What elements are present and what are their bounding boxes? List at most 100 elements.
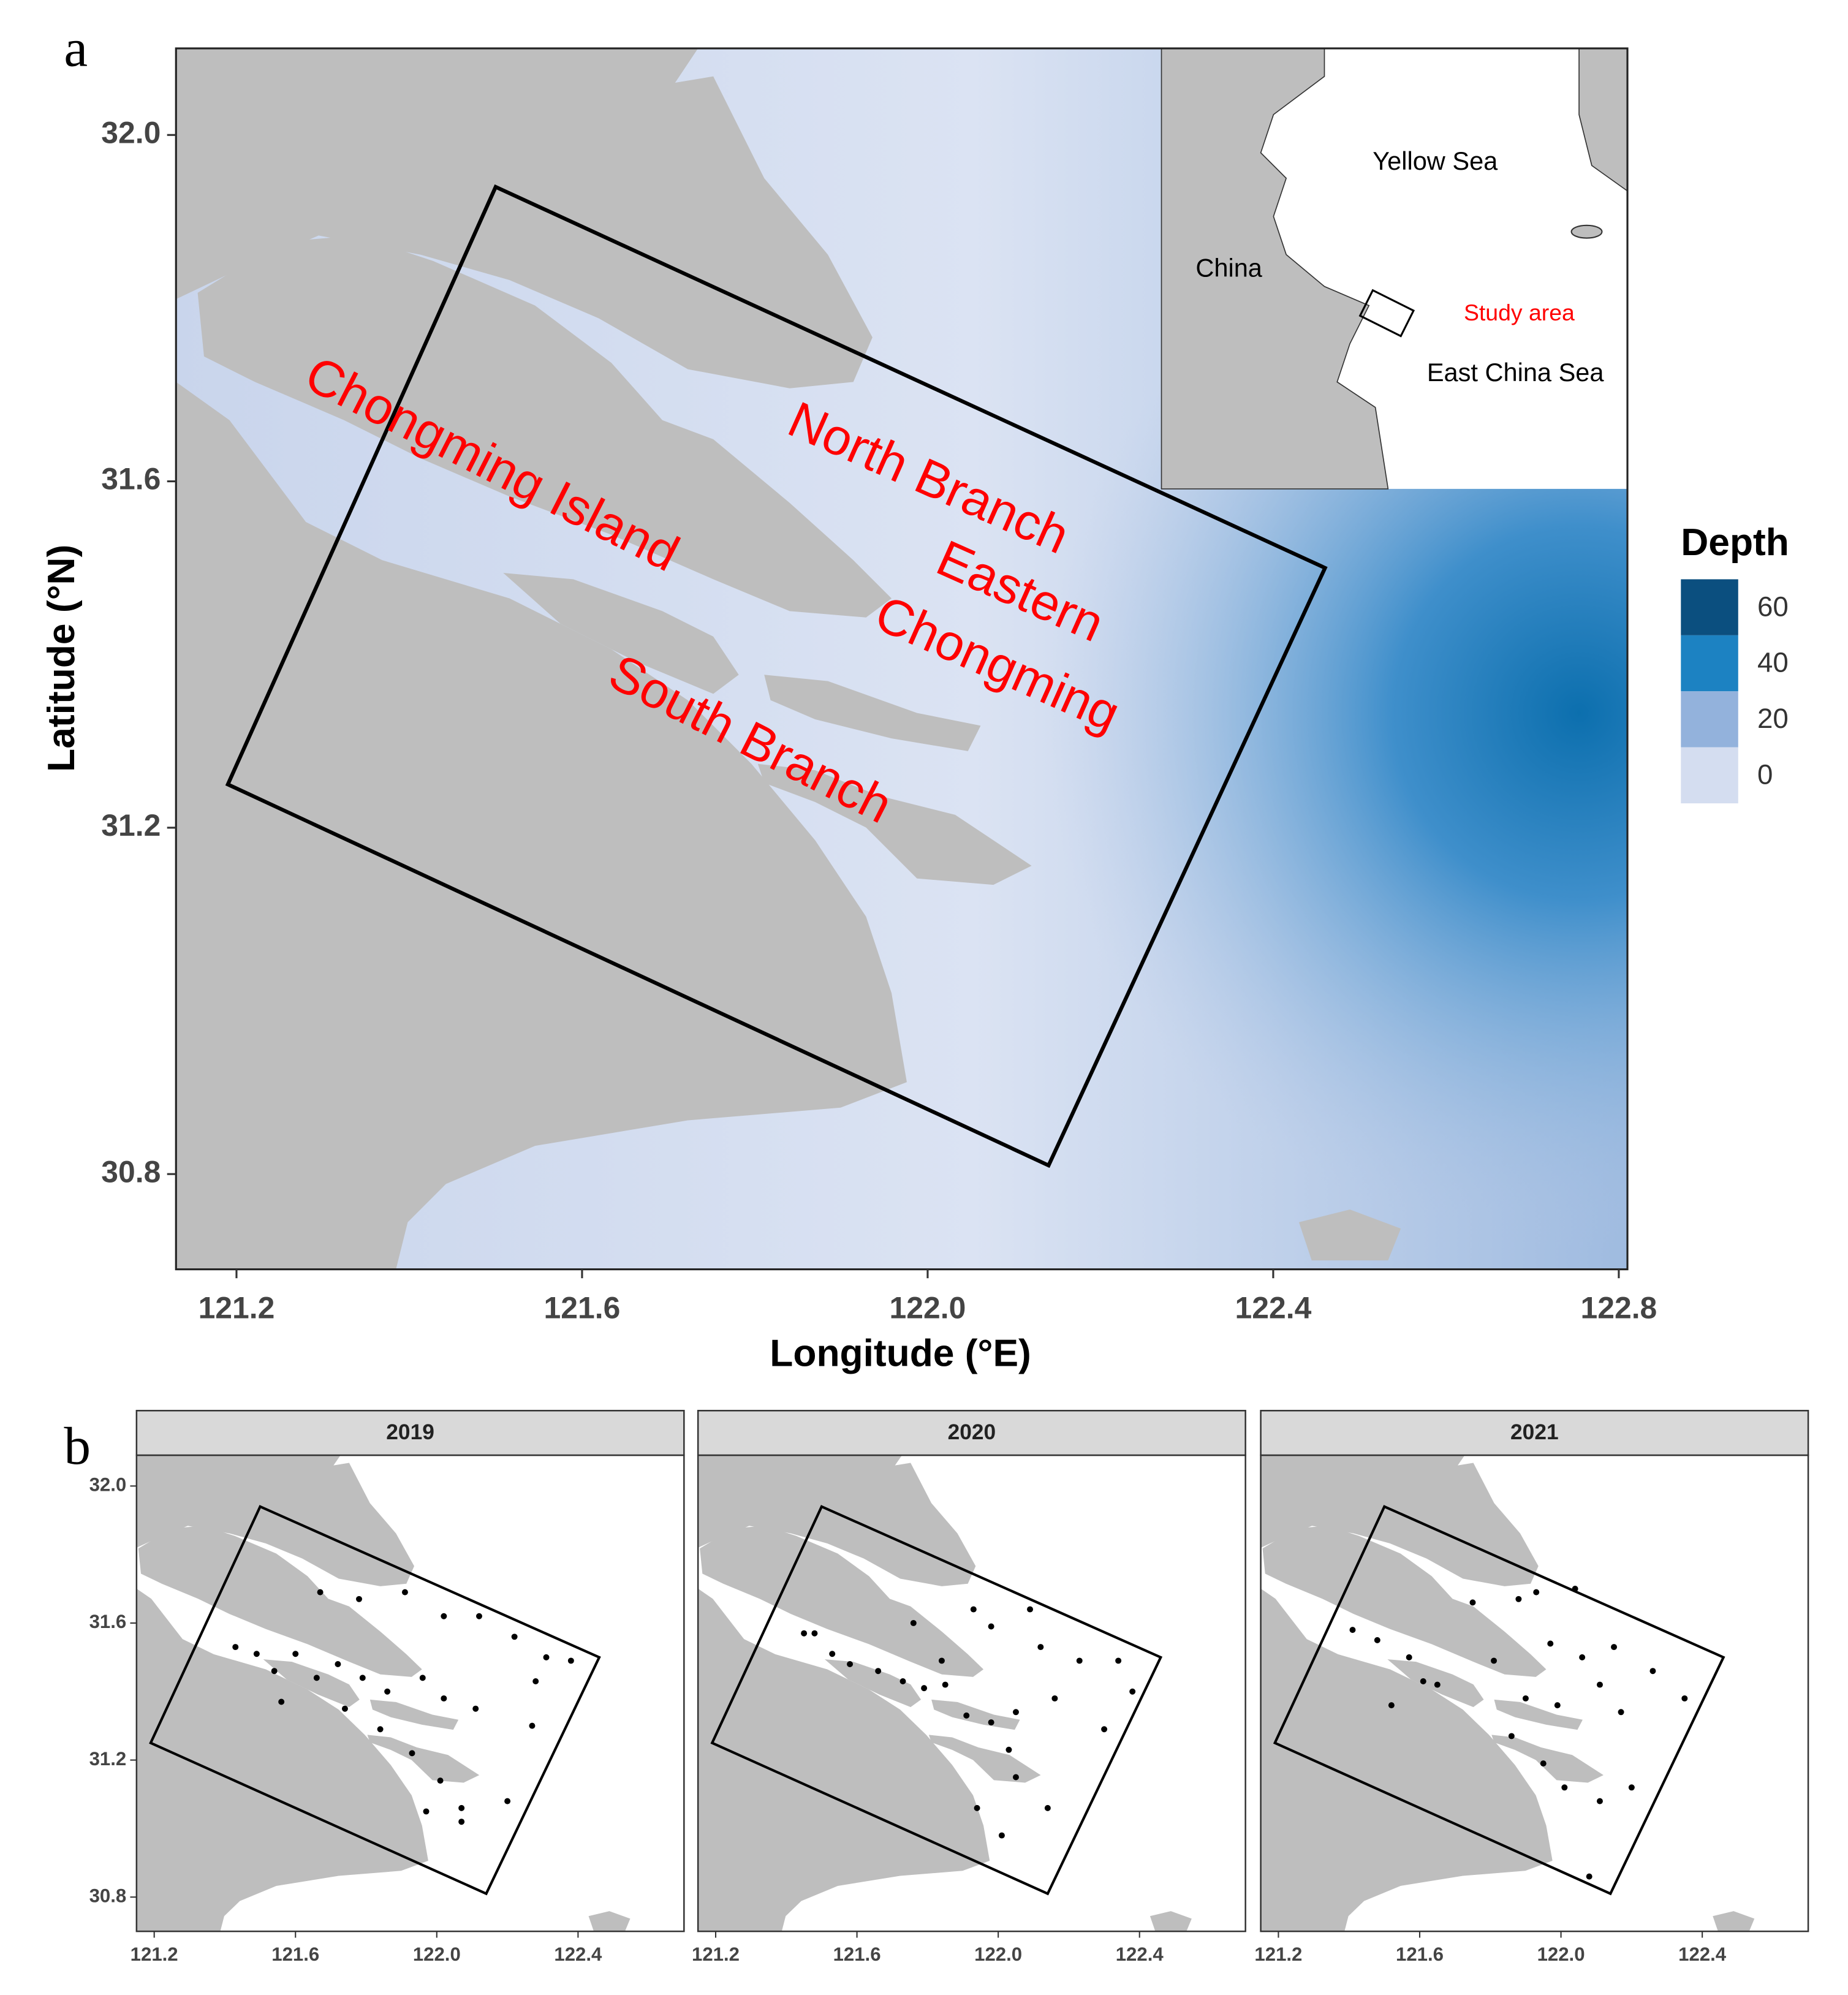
inset-study-label: Study area: [1464, 300, 1575, 325]
sample-point: [974, 1804, 980, 1811]
sample-point: [529, 1722, 536, 1729]
x-tick-label: 121.6: [544, 1290, 621, 1325]
sample-point: [1681, 1695, 1688, 1702]
sample-point: [1540, 1760, 1547, 1767]
y-tick-label: 31.6: [89, 1611, 127, 1632]
study-area: [710, 1505, 1163, 1896]
sample-point: [1618, 1709, 1624, 1716]
sample-point: [1579, 1654, 1586, 1660]
sample-point: [401, 1589, 408, 1596]
x-tick-label: 122.4: [1116, 1944, 1164, 1965]
sample-point: [377, 1726, 384, 1733]
legend-swatch: [1681, 747, 1738, 804]
facet-title: 2020: [948, 1420, 996, 1444]
sample-point: [899, 1678, 906, 1684]
sample-point: [1076, 1657, 1083, 1664]
legend-swatch: [1681, 691, 1738, 748]
y-tick-label: 32.0: [101, 115, 161, 150]
study-area: [1273, 1505, 1725, 1896]
frame: [175, 47, 1629, 1271]
panel-label: a: [64, 18, 88, 77]
sample-point: [1044, 1804, 1051, 1811]
sample-point: [829, 1651, 836, 1657]
x-tick-label: 122.0: [974, 1944, 1022, 1965]
x-tick-label: 121.2: [199, 1290, 275, 1325]
x-tick-label: 121.6: [1396, 1944, 1444, 1965]
study-area: [225, 184, 1328, 1168]
y-axis-label: Latitude (°N): [40, 545, 83, 772]
sample-point: [232, 1644, 239, 1651]
x-tick-label: 122.8: [1581, 1290, 1657, 1325]
sample-point: [1051, 1695, 1058, 1702]
sample-point: [1515, 1596, 1522, 1602]
sample-point: [359, 1675, 366, 1681]
sample-point: [1406, 1654, 1412, 1660]
sample-point: [1005, 1746, 1012, 1753]
sample-point: [419, 1675, 426, 1681]
sample-point: [998, 1832, 1005, 1839]
sample-point: [1554, 1702, 1561, 1709]
x-tick-label: 122.0: [890, 1290, 966, 1325]
sample-point: [1374, 1637, 1380, 1643]
sample-point: [1129, 1688, 1136, 1695]
x-tick-label: 121.2: [131, 1944, 178, 1965]
sample-point: [341, 1705, 348, 1712]
inset-island: [1570, 224, 1603, 239]
y-tick-label: 31.2: [101, 808, 161, 842]
sample-point: [356, 1596, 362, 1602]
y-tick-label: 31.2: [89, 1748, 127, 1770]
legend-label: 0: [1757, 759, 1773, 790]
inset-land: [1161, 48, 1389, 490]
sample-point: [970, 1606, 977, 1613]
sample-point: [811, 1630, 818, 1637]
inset-label: Yellow Sea: [1373, 146, 1498, 175]
legend-swatch: [1681, 635, 1738, 692]
facet-title: 2021: [1510, 1420, 1559, 1444]
sample-point: [801, 1630, 808, 1637]
sample-point: [253, 1651, 260, 1657]
panel-b: b 2019 121.2 121.6 122.0 122.4 30.8 31.2 31.6 32.…: [64, 1410, 1809, 1965]
legend-title: Depth: [1681, 521, 1789, 564]
sample-point: [504, 1798, 511, 1804]
sample-point: [313, 1675, 320, 1681]
sample-point: [317, 1589, 324, 1596]
sample-point: [441, 1613, 447, 1619]
sample-point: [1420, 1678, 1426, 1684]
sample-point: [458, 1804, 465, 1811]
sample-point: [511, 1633, 518, 1640]
sample-point: [543, 1654, 550, 1660]
sample-point: [476, 1613, 482, 1619]
y-tick-label: 31.6: [101, 462, 161, 496]
sample-point: [292, 1651, 299, 1657]
sample-point: [1491, 1657, 1498, 1664]
facet-strip: [1260, 1410, 1809, 1456]
sample-point: [938, 1657, 945, 1664]
panel-label: b: [64, 1416, 91, 1475]
x-tick-label: 121.6: [271, 1944, 319, 1965]
sample-point: [988, 1623, 994, 1630]
sample-point: [921, 1685, 928, 1692]
sample-point: [1388, 1702, 1395, 1709]
sample-point: [1547, 1640, 1554, 1647]
sample-point: [875, 1668, 882, 1675]
sample-point: [278, 1698, 285, 1705]
legend-label: 20: [1757, 703, 1789, 734]
x-tick-label: 121.2: [1254, 1944, 1302, 1965]
sample-point: [1027, 1606, 1034, 1613]
x-tick-label: 122.4: [554, 1944, 602, 1965]
facet-strip: [697, 1410, 1246, 1456]
x-tick-label: 122.0: [413, 1944, 461, 1965]
sample-point: [1012, 1774, 1019, 1781]
inset: [1161, 48, 1628, 490]
sample-point: [1572, 1586, 1578, 1592]
sample-point: [441, 1695, 447, 1702]
sample-point: [1508, 1733, 1515, 1739]
y-tick-label: 30.8: [101, 1154, 161, 1189]
sample-point: [437, 1777, 444, 1784]
sample-point: [1649, 1668, 1656, 1675]
sample-point: [1037, 1644, 1044, 1651]
sample-point: [567, 1657, 574, 1664]
sample-point: [1628, 1784, 1635, 1791]
